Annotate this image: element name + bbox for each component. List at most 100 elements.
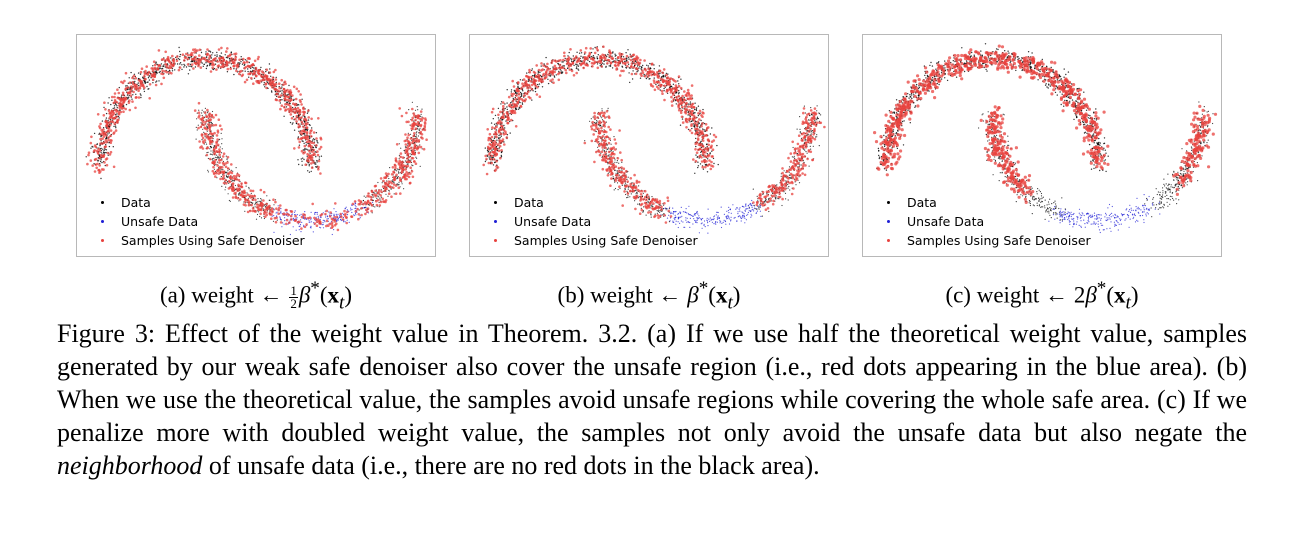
sample-point: [520, 87, 523, 90]
unsafe-data-point: [337, 219, 339, 221]
sample-point: [113, 108, 117, 112]
sample-point: [675, 86, 678, 89]
data-point: [93, 163, 95, 165]
unsafe-data-point: [728, 223, 731, 225]
sample-point: [265, 86, 268, 90]
data-point: [241, 63, 244, 65]
sample-point: [353, 200, 357, 203]
data-point: [237, 194, 240, 196]
sample-point: [288, 221, 291, 224]
sample-point: [711, 148, 715, 151]
data-point: [659, 211, 661, 213]
sample-point: [515, 94, 518, 97]
sample-point: [503, 143, 506, 146]
unsafe-data-point: [277, 205, 279, 207]
sample-point: [277, 212, 280, 215]
sample-point: [291, 94, 294, 97]
sample-point: [394, 184, 398, 187]
sample-point: [120, 98, 124, 101]
sample-point: [268, 71, 272, 74]
data-point: [648, 78, 650, 80]
sample-point: [389, 180, 392, 184]
data-point: [292, 99, 295, 102]
data-point: [484, 160, 487, 163]
unsafe-data-point: [293, 211, 296, 213]
sample-point: [254, 198, 257, 201]
sample-point: [634, 72, 638, 76]
sample-point: [408, 143, 411, 146]
sample-point: [657, 87, 660, 90]
sample-point: [494, 130, 497, 134]
sample-point: [540, 62, 543, 65]
sample-point: [412, 134, 416, 138]
sample-point: [247, 65, 250, 68]
sample-point: [409, 146, 413, 150]
sample-point: [335, 215, 339, 219]
data-point: [697, 165, 700, 167]
sample-point: [552, 67, 556, 71]
sample-point: [497, 113, 500, 117]
data-point: [107, 133, 109, 135]
data-point: [534, 90, 537, 93]
data-point: [179, 62, 182, 64]
data-point: [114, 114, 117, 116]
sample-point: [626, 65, 629, 68]
data-point: [226, 158, 228, 161]
sample-point: [310, 166, 314, 169]
data-point: [614, 187, 617, 190]
sample-point: [319, 222, 322, 225]
sample-point: [226, 47, 229, 50]
data-point: [379, 197, 381, 199]
sample-point: [235, 174, 238, 178]
data-point: [495, 129, 497, 131]
data-point: [189, 56, 191, 59]
data-point: [531, 68, 533, 70]
sample-point: [274, 78, 278, 81]
sample-point: [688, 129, 692, 132]
sample-point: [386, 183, 390, 187]
sample-point: [90, 135, 93, 139]
data-point: [517, 86, 519, 88]
sample-point: [714, 135, 718, 139]
data-point: [257, 201, 259, 203]
sample-point: [304, 163, 307, 166]
data-point: [693, 125, 696, 128]
sample-point: [710, 164, 713, 167]
sample-point: [286, 103, 289, 106]
sample-point: [162, 76, 166, 80]
sample-point: [618, 60, 622, 63]
unsafe-data-point: [292, 226, 294, 228]
sample-point: [219, 61, 223, 64]
sample-point: [395, 173, 398, 177]
unsafe-data-point: [744, 210, 746, 212]
unsafe-data-point: [342, 213, 345, 216]
data-point: [607, 53, 609, 56]
data-point: [397, 171, 400, 173]
sample-point: [544, 70, 548, 74]
data-point: [711, 127, 713, 129]
sample-point: [686, 97, 690, 101]
data-point: [663, 90, 665, 92]
data-point: [205, 119, 207, 121]
data-point: [207, 171, 209, 173]
sample-point: [567, 61, 570, 64]
sample-point: [286, 95, 290, 99]
legend-a: Data Unsafe Data Samples Using Safe Deno…: [93, 193, 305, 250]
data-point: [689, 115, 691, 118]
sample-point: [499, 132, 503, 136]
data-point: [628, 67, 630, 69]
data-point: [493, 161, 496, 164]
sample-point: [131, 80, 135, 84]
sample-point: [305, 131, 309, 134]
data-point: [399, 172, 401, 174]
sample-point: [500, 124, 503, 127]
data-point: [293, 129, 296, 131]
sample-point: [653, 81, 656, 84]
data-point: [254, 206, 256, 208]
sample-point: [638, 61, 642, 65]
sample-point: [522, 78, 526, 81]
sample-point: [617, 63, 620, 66]
sample-point: [257, 81, 261, 85]
data-point: [105, 117, 108, 119]
sample-point: [399, 155, 403, 159]
